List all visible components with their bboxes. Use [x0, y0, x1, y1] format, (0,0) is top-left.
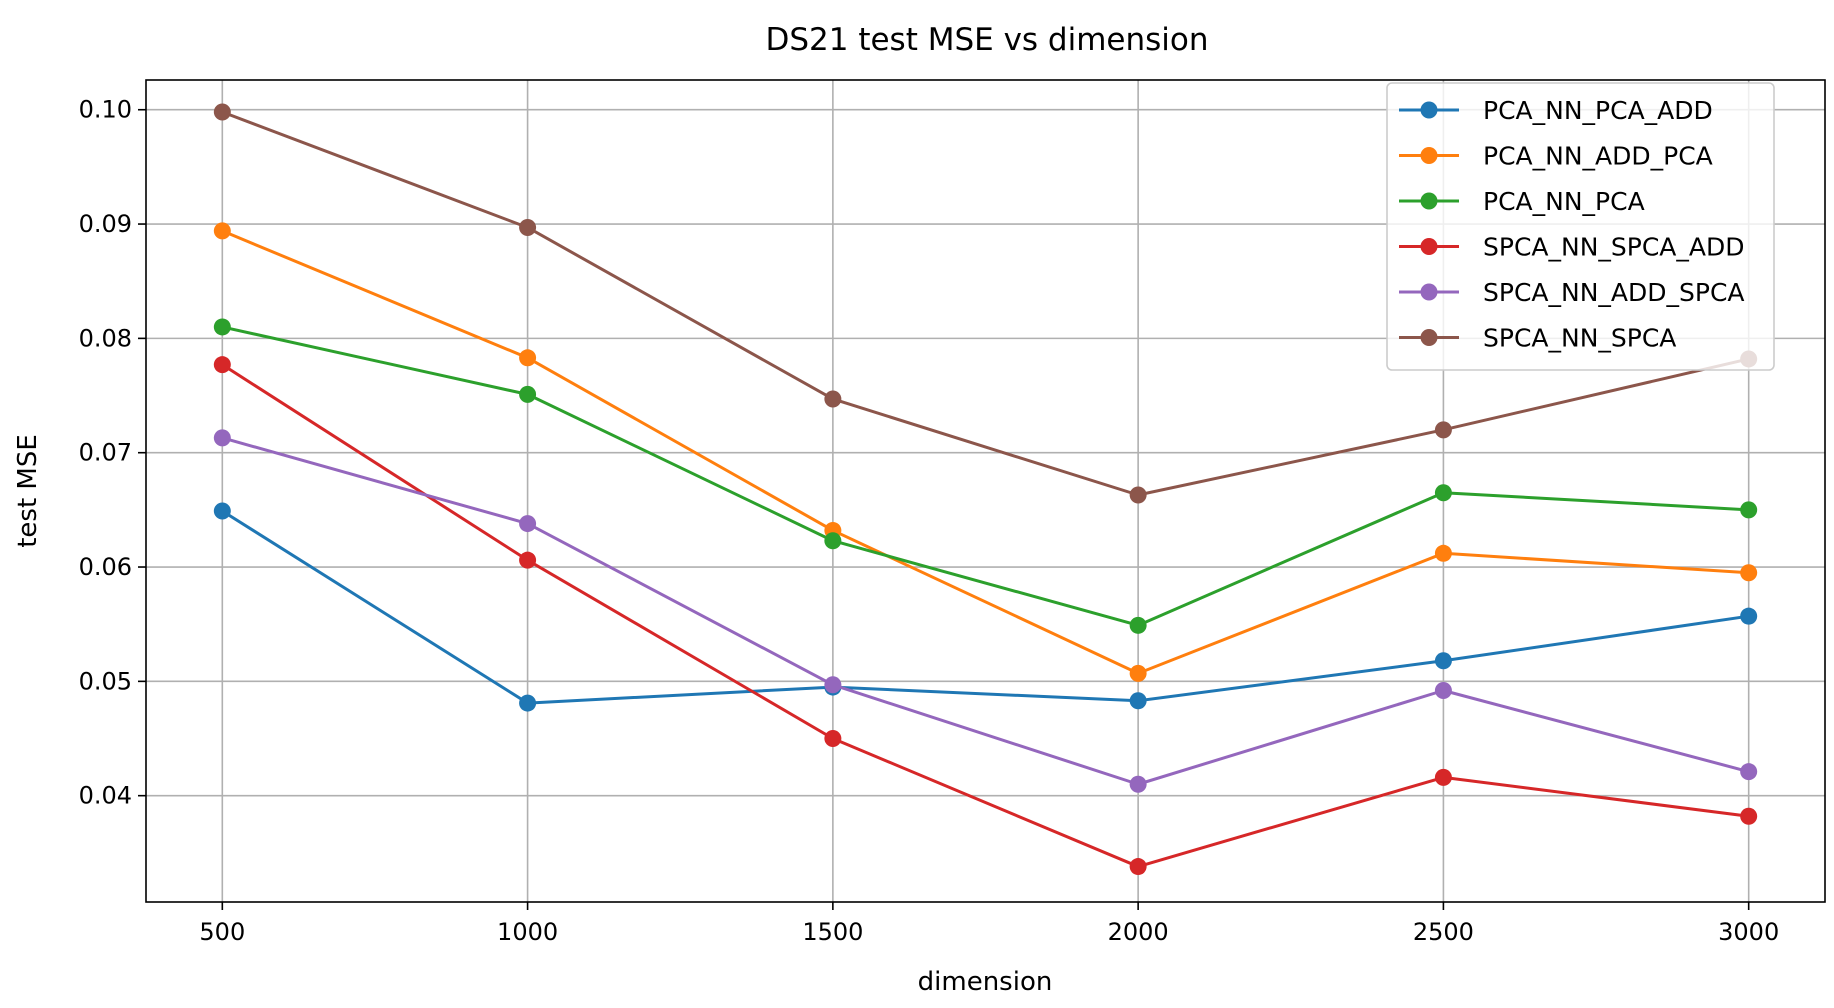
data-point [213, 222, 231, 240]
y-tick-label: 0.07 [79, 439, 132, 467]
data-point [213, 103, 231, 121]
data-point [1434, 652, 1452, 670]
series-layer [213, 103, 1758, 876]
legend-marker [1420, 329, 1438, 346]
series-line [221, 325, 1749, 627]
legend-item: PCA_NN_PCA_ADD [1399, 96, 1713, 125]
series-pca-nn-pca [213, 318, 1758, 634]
data-point [519, 694, 537, 712]
legend-item: SPCA_NN_ADD_SPCA [1399, 278, 1745, 307]
plot-frame [145, 79, 1826, 903]
data-point [1434, 544, 1452, 562]
y-axis: 0.04 0.05 0.06 0.07 0.08 0.09 0.10 [79, 96, 146, 810]
data-point [519, 515, 537, 533]
data-point [519, 349, 537, 367]
legend-box [1386, 82, 1775, 371]
legend-item: SPCA_NN_SPCA_ADD [1399, 233, 1745, 262]
data-point [824, 676, 842, 694]
data-point [824, 532, 842, 550]
series-line [221, 363, 1749, 869]
series-line [221, 110, 1750, 497]
data-point [1129, 775, 1147, 793]
legend-label: PCA_NN_PCA [1483, 187, 1645, 216]
data-point [1740, 807, 1758, 825]
data-point [213, 356, 231, 374]
data-point [519, 551, 537, 569]
legend: PCA_NN_PCA_ADD PCA_NN_ADD_PCA PCA_NN_PCA SP… [1386, 82, 1775, 371]
legend-marker [1420, 101, 1438, 119]
legend-label: SPCA_NN_SPCA [1483, 324, 1676, 353]
data-point [213, 318, 231, 336]
series-spca-nn-spca [213, 103, 1758, 504]
y-tick-label: 0.10 [79, 96, 132, 124]
legend-marker [1420, 192, 1438, 210]
data-point [1740, 763, 1758, 781]
series-line [221, 509, 1749, 705]
x-tick-label: 3000 [1718, 918, 1779, 946]
chart-title: DS21 test MSE vs dimension [765, 22, 1208, 58]
data-point [213, 429, 231, 447]
legend-item: SPCA_NN_SPCA [1399, 324, 1676, 353]
data-point [1129, 692, 1147, 710]
data-point [1740, 501, 1758, 519]
data-point [1434, 484, 1452, 502]
legend-item: PCA_NN_PCA [1399, 187, 1645, 216]
series-spca-nn-spca-add [213, 356, 1758, 876]
y-tick-label: 0.09 [79, 210, 132, 238]
data-point [213, 502, 231, 520]
y-tick-label: 0.05 [79, 667, 132, 695]
legend-item: PCA_NN_ADD_PCA [1399, 142, 1713, 171]
data-point [1129, 616, 1147, 634]
x-axis-label: dimension [918, 967, 1053, 997]
data-point [1129, 486, 1147, 504]
y-tick-label: 0.04 [79, 782, 132, 810]
series-spca-nn-add-spca [213, 429, 1758, 793]
legend-label: SPCA_NN_ADD_SPCA [1483, 278, 1745, 307]
legend-marker [1420, 283, 1438, 301]
x-tick-label: 2000 [1108, 918, 1169, 946]
x-tick-label: 1500 [802, 918, 863, 946]
data-point [519, 385, 537, 403]
legend-label: PCA_NN_PCA_ADD [1483, 96, 1713, 125]
series-pca-nn-add-pca [213, 222, 1758, 682]
legend-label: PCA_NN_ADD_PCA [1483, 142, 1713, 171]
y-tick-label: 0.08 [79, 324, 132, 352]
data-point [1434, 421, 1452, 439]
legend-marker [1420, 238, 1438, 255]
y-tick-label: 0.06 [79, 553, 132, 581]
y-axis-label: test MSE [13, 434, 43, 548]
data-point [1434, 681, 1452, 699]
legend-label: SPCA_NN_SPCA_ADD [1483, 233, 1745, 262]
data-point [1129, 858, 1147, 876]
data-point [824, 390, 842, 408]
x-tick-label: 2500 [1413, 918, 1474, 946]
data-point [519, 218, 537, 236]
series-line [221, 229, 1749, 675]
series-line [221, 436, 1750, 786]
legend-marker [1420, 147, 1438, 164]
x-axis: 500 1000 1500 2000 2500 3000 [199, 902, 1779, 946]
data-point [824, 730, 842, 748]
data-point [1740, 607, 1758, 625]
data-point [1740, 564, 1758, 582]
data-point [1129, 664, 1147, 682]
x-tick-label: 1000 [497, 918, 558, 946]
x-tick-label: 500 [199, 918, 245, 946]
data-point [1434, 768, 1452, 786]
